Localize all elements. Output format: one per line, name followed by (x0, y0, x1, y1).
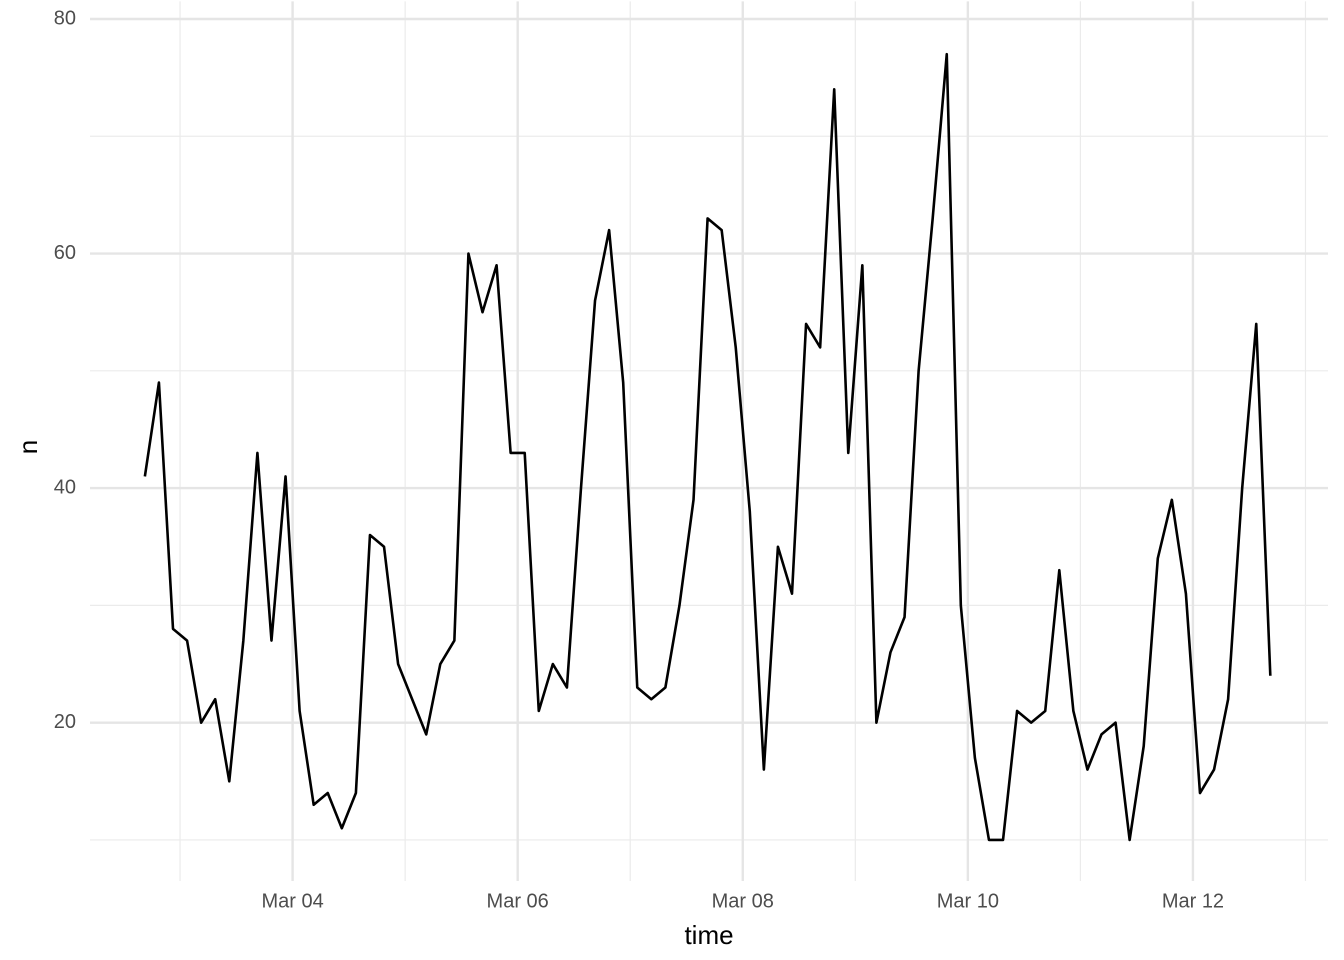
data-line (143, 52, 1272, 842)
y-tick-label: 80 (54, 7, 76, 29)
y-tick-label: 60 (54, 242, 76, 264)
y-tick-label: 20 (54, 711, 76, 733)
y-tick-label: 40 (54, 476, 76, 498)
x-axis-title: time (684, 920, 733, 950)
x-tick-label: Mar 10 (937, 890, 999, 912)
x-tick-label: Mar 06 (487, 890, 549, 912)
x-tick-label: Mar 12 (1162, 890, 1224, 912)
x-tick-label: Mar 08 (712, 890, 774, 912)
y-axis-title: n (13, 440, 43, 454)
x-tick-label: Mar 04 (261, 890, 323, 912)
